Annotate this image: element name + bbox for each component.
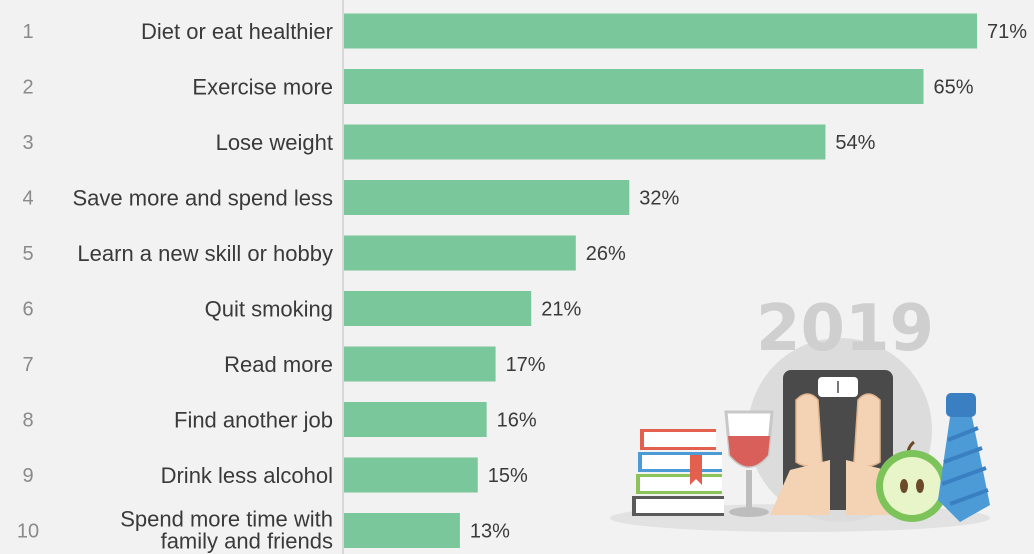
bar xyxy=(344,69,924,104)
value-label: 17% xyxy=(506,354,546,376)
category-label: Quit smoking xyxy=(205,297,333,322)
value-label: 15% xyxy=(488,465,528,487)
books-icon xyxy=(632,429,724,516)
bar xyxy=(344,513,460,548)
bar xyxy=(344,457,478,493)
tie-icon xyxy=(938,393,990,522)
apple-icon xyxy=(876,440,948,522)
rank-label: 6 xyxy=(22,299,33,321)
rank-label: 10 xyxy=(17,521,39,543)
bar xyxy=(344,124,826,160)
category-label: Learn a new skill or hobby xyxy=(77,241,333,266)
value-label: 13% xyxy=(470,521,510,543)
rank-label: 8 xyxy=(22,410,33,432)
bar xyxy=(344,180,630,215)
year-text: 2019 xyxy=(756,292,934,366)
value-label: 26% xyxy=(586,243,626,265)
resolutions-illustration: 2019 xyxy=(610,292,990,532)
category-label: Save more and spend less xyxy=(73,186,334,211)
category-label: Drink less alcohol xyxy=(161,463,333,488)
scale-icon xyxy=(770,370,906,515)
category-label: Exercise more xyxy=(192,75,333,100)
value-label: 21% xyxy=(541,299,581,321)
bar xyxy=(344,291,532,326)
rank-label: 7 xyxy=(22,354,33,376)
rank-label: 1 xyxy=(22,21,33,43)
value-label: 16% xyxy=(497,410,537,432)
bar xyxy=(344,402,487,437)
category-label: Read more xyxy=(224,352,333,377)
value-label: 54% xyxy=(835,132,875,154)
value-label: 71% xyxy=(987,21,1027,43)
wine-glass-icon xyxy=(724,410,774,517)
value-label: 32% xyxy=(639,188,679,210)
bar xyxy=(344,13,977,49)
category-label: Find another job xyxy=(174,408,333,433)
category-label: Lose weight xyxy=(216,130,333,155)
category-label: Spend more time with family and friends xyxy=(120,507,333,554)
rank-label: 3 xyxy=(22,132,33,154)
rank-label: 4 xyxy=(22,188,33,210)
rank-label: 9 xyxy=(22,465,33,487)
rank-label: 5 xyxy=(22,243,33,265)
value-label: 65% xyxy=(934,77,974,99)
rank-label: 2 xyxy=(22,77,33,99)
bar xyxy=(344,235,576,271)
category-label: Diet or eat healthier xyxy=(141,19,333,44)
bar xyxy=(344,346,496,382)
